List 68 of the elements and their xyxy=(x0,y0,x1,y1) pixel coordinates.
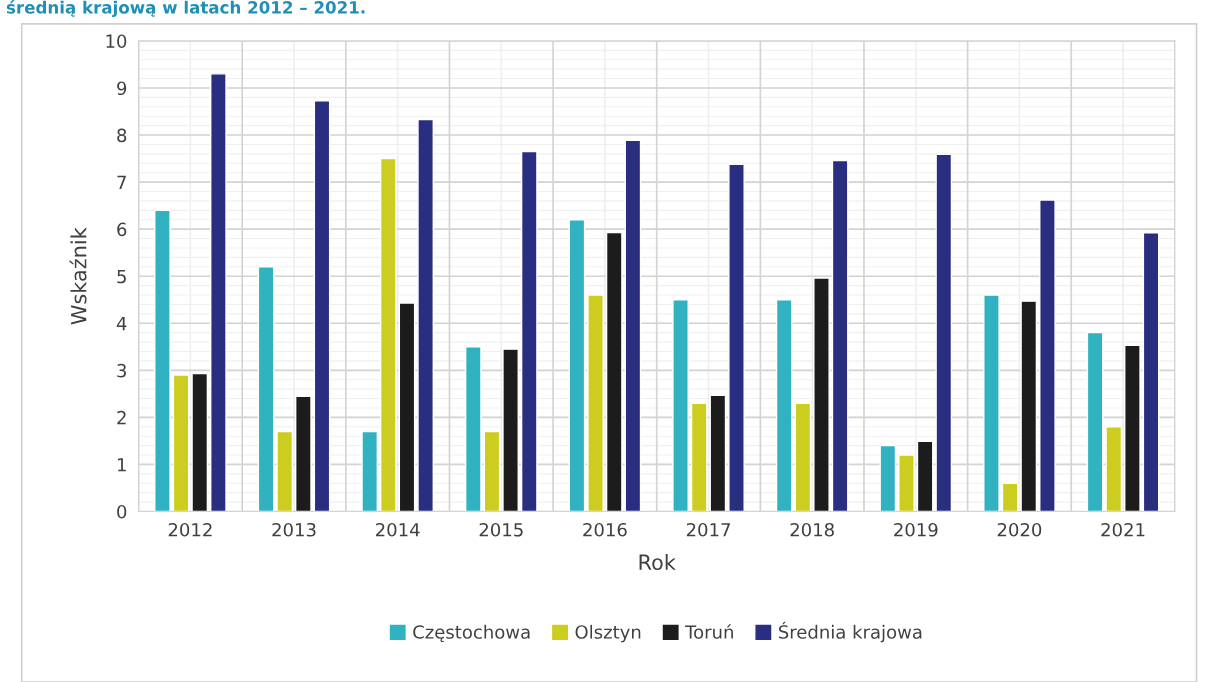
bar xyxy=(1020,300,1038,512)
bar xyxy=(379,157,397,512)
bar xyxy=(295,395,312,512)
bar xyxy=(1124,344,1141,512)
y-tick-label: 7 xyxy=(117,175,126,189)
bar xyxy=(313,99,331,512)
bar xyxy=(1105,426,1123,512)
bar xyxy=(1001,482,1019,512)
bar xyxy=(605,231,623,512)
y-tick-label: 1 xyxy=(117,458,126,472)
chart-title: średnią krajową w latach 2012 – 2021. xyxy=(6,0,365,18)
bar xyxy=(483,430,501,512)
legend-label: Częstochowa xyxy=(413,624,530,643)
bar xyxy=(361,430,379,512)
bar xyxy=(520,150,538,512)
bar xyxy=(624,139,642,512)
y-axis-title: Wskaźnik xyxy=(69,227,87,325)
x-tick-label: 2020 xyxy=(997,522,1042,537)
y-tick-label: 10 xyxy=(106,34,127,49)
bar xyxy=(191,372,209,512)
bar xyxy=(709,394,727,512)
bar xyxy=(831,159,849,512)
y-tick-label: 5 xyxy=(117,269,126,284)
y-tick-label: 8 xyxy=(117,128,127,143)
bar xyxy=(172,374,190,512)
bar xyxy=(276,430,294,512)
legend-label: Toruń xyxy=(685,624,733,639)
y-tick-label: 6 xyxy=(117,222,127,237)
y-tick-label: 2 xyxy=(117,410,126,425)
bar xyxy=(916,440,934,512)
bar xyxy=(417,118,434,512)
x-tick-label: 2016 xyxy=(583,522,627,537)
bar xyxy=(587,294,604,512)
x-tick-label: 2018 xyxy=(790,522,834,537)
x-tick-label: 2012 xyxy=(168,522,212,537)
bar xyxy=(728,163,745,512)
bar xyxy=(690,402,708,512)
x-axis-title: Rok xyxy=(639,553,676,571)
bar xyxy=(568,219,586,512)
x-tick-label: 2017 xyxy=(686,522,730,537)
y-tick-label: 3 xyxy=(117,363,127,378)
bar xyxy=(1142,232,1160,512)
y-tick-label: 0 xyxy=(117,504,127,519)
bar xyxy=(257,266,275,512)
x-tick-label: 2015 xyxy=(479,522,523,537)
bar xyxy=(983,294,1000,512)
x-tick-label: 2019 xyxy=(894,522,938,537)
bar xyxy=(1086,331,1104,512)
y-tick-label: 4 xyxy=(116,316,127,331)
bar xyxy=(464,346,482,512)
x-tick-label: 2013 xyxy=(272,522,316,537)
bar xyxy=(794,402,812,512)
x-tick-label: 2014 xyxy=(376,522,420,537)
x-tick-label: 2021 xyxy=(1101,522,1145,537)
bar xyxy=(879,444,897,512)
bar xyxy=(398,302,416,512)
legend-label: Średnia krajowa xyxy=(778,621,922,643)
legend-label: Olsztyn xyxy=(575,624,641,643)
bar xyxy=(898,454,915,512)
bar xyxy=(813,277,830,512)
y-tick-label: 9 xyxy=(117,81,127,96)
bar xyxy=(210,73,227,512)
bar xyxy=(154,209,171,512)
bar xyxy=(672,299,689,512)
bar xyxy=(1039,199,1056,512)
bar xyxy=(935,153,953,512)
bar xyxy=(502,348,519,512)
bar xyxy=(775,299,793,512)
